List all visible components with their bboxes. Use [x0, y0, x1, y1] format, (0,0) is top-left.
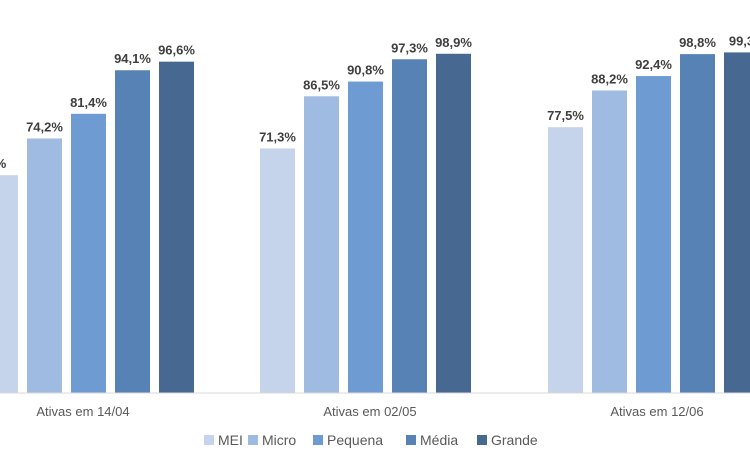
bars-layer: % 74,2% 81,4% 94,1% 96,6% 71,3% 86,5% 90,8% 97,3… [0, 33, 750, 394]
bar-mei-3 [548, 127, 583, 394]
bar-grande-2 [436, 53, 471, 393]
bar-mdia-3 [680, 54, 715, 394]
bar-pequena-3 [636, 76, 671, 394]
legend-label-micro: Micro [262, 432, 296, 448]
bar-pequena-1 [71, 113, 106, 393]
bar-micro-1 [27, 138, 62, 393]
data-label-pequena-1: 81,4% [70, 95, 107, 110]
legend-label-mdia: Média [420, 432, 458, 448]
data-label-mei-2: 71,3% [259, 129, 296, 144]
data-label-mdia-3: 98,8% [679, 35, 716, 50]
bar-grande-3 [724, 52, 750, 393]
legend-swatch-mdia [406, 435, 416, 445]
category-label-2: Ativas em 02/05 [323, 404, 416, 419]
legend-swatch-micro [248, 435, 258, 445]
bar-mei-1 [0, 175, 18, 393]
bar-micro-2 [304, 96, 339, 394]
legend-label-pequena: Pequena [327, 432, 383, 448]
legend: MEI Micro Pequena Média Grande [204, 432, 538, 448]
data-label-micro-2: 86,5% [303, 77, 340, 92]
category-label-1: Ativas em 14/04 [36, 404, 129, 419]
legend-label-grande: Grande [491, 432, 538, 448]
data-label-micro-1: 74,2% [26, 119, 63, 134]
bar-mei-2 [260, 148, 295, 393]
data-label-grande-2: 98,9% [435, 35, 472, 50]
data-label-mdia-2: 97,3% [391, 40, 428, 55]
legend-swatch-grande [477, 435, 487, 445]
bar-micro-3 [592, 90, 627, 393]
data-label-mei-1: % [0, 156, 7, 171]
bar-pequena-2 [348, 81, 383, 393]
legend-swatch-pequena [313, 435, 323, 445]
data-label-mdia-1: 94,1% [114, 51, 151, 66]
legend-label-mei: MEI [218, 432, 243, 448]
data-label-grande-1: 96,6% [158, 43, 195, 58]
data-label-mei-3: 77,5% [547, 108, 584, 123]
bar-grande-1 [159, 61, 194, 394]
data-label-grande-3: 99,3 [729, 33, 750, 48]
category-label-3: Ativas em 12/06 [610, 404, 703, 419]
legend-swatch-mei [204, 435, 214, 445]
data-label-pequena-3: 92,4% [635, 57, 672, 72]
bar-mdia-1 [115, 70, 150, 393]
bar-mdia-2 [392, 59, 427, 394]
data-label-micro-3: 88,2% [591, 71, 628, 86]
data-label-pequena-2: 90,8% [347, 63, 384, 78]
category-labels: Ativas em 14/04 Ativas em 02/05 Ativas em … [36, 404, 703, 419]
